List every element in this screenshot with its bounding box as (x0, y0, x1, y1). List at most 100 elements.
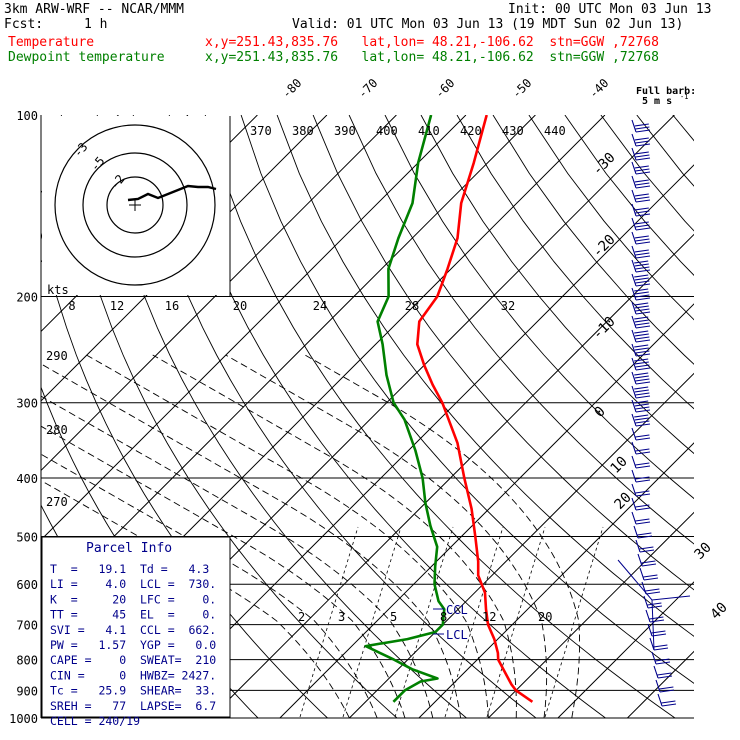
wind-barb-staff (639, 567, 645, 581)
wind-barb-flag (634, 330, 649, 334)
dry-adiabat (60, 115, 398, 718)
wind-barb-flag (635, 490, 650, 494)
pressure-tick-label: 700 (16, 619, 38, 633)
wind-barb-staff (631, 399, 637, 413)
wind-barb-flag (634, 400, 649, 404)
wind-barb-flag (635, 241, 651, 245)
wind-barb-staff (631, 329, 637, 343)
wind-barb-staff (631, 189, 637, 203)
wind-barb-flag (635, 185, 651, 189)
wind-barb-flag (634, 389, 649, 393)
moist-adiabat (41, 395, 434, 718)
wind-barb-flag (653, 647, 669, 651)
wind-barb-flag (635, 392, 650, 396)
wind-barb-staff (631, 147, 637, 161)
dry-adiabat (240, 115, 694, 684)
wind-barb (631, 427, 651, 441)
wind-barb-guide (651, 599, 655, 651)
hodograph-speed-label: 16 (165, 299, 179, 313)
wind-barb-flag (634, 260, 649, 264)
wind-barb-staff (631, 133, 637, 147)
dry-adiabat (420, 115, 694, 455)
wind-barb (653, 665, 673, 679)
wind-barb-flag (635, 252, 650, 256)
wind-barb (631, 231, 651, 245)
wind-barb (631, 217, 651, 231)
wind-barb-staff (631, 357, 637, 371)
wind-barb-staff (647, 623, 653, 637)
wind-barb-guide (617, 559, 691, 601)
valid-time: Valid: 01 UTC Mon 03 Jun 13 (19 MDT Sun … (292, 17, 684, 32)
isotherm-label: -40 (586, 76, 611, 101)
mixing-ratio-label: 20 (538, 610, 552, 624)
wind-barb-flag (647, 602, 662, 606)
wind-barb (631, 119, 651, 133)
wind-barb-flag (634, 151, 649, 155)
dewpoint-label: Dewpoint temperature (8, 50, 165, 65)
wind-barb-staff (631, 175, 637, 189)
wind-barb (631, 245, 651, 259)
wind-barb-staff (631, 259, 637, 273)
wind-barb-flag (635, 129, 651, 133)
isotherm (557, 581, 694, 718)
wind-barb-flag (635, 504, 650, 508)
isotherm-label: -70 (355, 76, 380, 101)
wind-barb-flag (635, 311, 651, 315)
isotherm (488, 511, 694, 718)
wind-barb-flag (634, 316, 649, 320)
wind-barb-flag (635, 196, 650, 200)
wind-barb-staff (631, 217, 637, 231)
parcel-info-row: LI = 4.0 LCL = 730. (50, 577, 216, 591)
wind-barb-flag (637, 532, 652, 536)
wind-barb-staff (631, 287, 637, 301)
wind-barb (631, 385, 651, 399)
model-title: 3km ARW-WRF -- NCAR/MMM (4, 2, 185, 17)
wind-barb-flag (635, 182, 650, 186)
wind-barb-flag (634, 263, 649, 267)
wind-barb-staff (631, 455, 637, 469)
parcel-info-row: SVI = 4.1 CCL = 662. (50, 623, 216, 637)
parcel-info-row: TT = 45 EL = 0. (50, 608, 216, 622)
theta-label: 280 (46, 423, 68, 437)
wind-barb-staff (631, 315, 637, 329)
wind-barb (631, 441, 651, 455)
wind-barb-flag (651, 633, 667, 637)
moist-adiabat (41, 453, 378, 718)
theta-label: 430 (502, 124, 524, 138)
wind-barb-flag (635, 364, 650, 368)
theta-label: 410 (418, 124, 440, 138)
wind-barb (631, 315, 651, 329)
wind-barb (631, 175, 651, 189)
wind-barb-flag (649, 619, 665, 623)
wind-barb-staff (657, 693, 663, 707)
wind-barb-flag (635, 462, 650, 466)
wind-barb-flag (635, 381, 651, 385)
ccl-label: CCL (446, 603, 468, 617)
dry-adiabat (312, 115, 694, 591)
wind-barb-flag (635, 283, 651, 287)
wind-barb-flag (637, 535, 653, 539)
wind-barb-flag (634, 375, 649, 379)
wind-barb-flag (635, 367, 651, 371)
wind-barb-staff (631, 483, 637, 497)
wind-barb (631, 147, 651, 161)
wind-barb-staff (631, 161, 637, 175)
dry-adiabat (132, 115, 537, 718)
parcel-info-row: PW = 1.57 YGP = 0.0 (50, 638, 216, 652)
wind-barb (639, 567, 659, 581)
wind-barb-staff (649, 637, 655, 651)
wind-barb-staff (631, 441, 637, 455)
parcel-info-row: K = 20 LFC = 0. (50, 592, 216, 606)
wind-barb (635, 539, 655, 553)
wind-barb-flag (635, 143, 651, 147)
hodograph-speed-label: 8 (68, 299, 75, 313)
theta-label: 400 (376, 124, 398, 138)
wind-barb-flag (653, 644, 668, 648)
wind-barb (651, 651, 671, 665)
isotherm-label: -80 (279, 76, 304, 101)
wind-barb-flag (635, 171, 651, 175)
wind-barb-flag (641, 563, 657, 567)
wind-barb-flag (634, 193, 649, 197)
moist-adiabat (304, 354, 581, 718)
wind-barb-flag (635, 266, 650, 270)
